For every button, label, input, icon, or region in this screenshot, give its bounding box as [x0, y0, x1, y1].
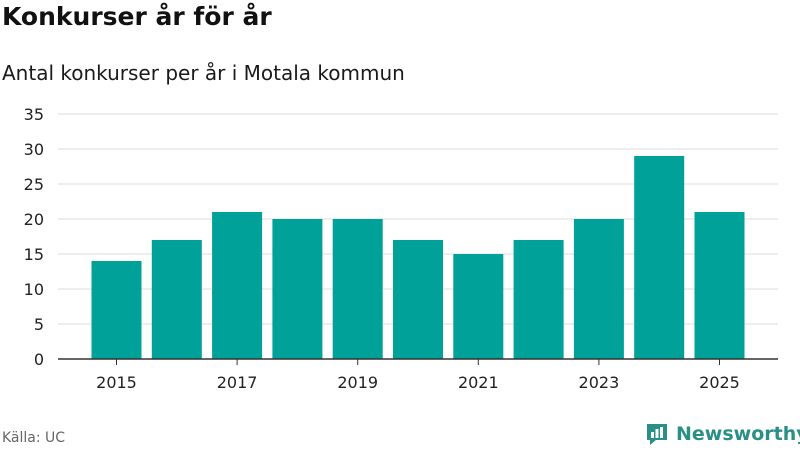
y-tick-label: 15: [24, 245, 44, 264]
x-tick-label: 2017: [217, 373, 258, 392]
chart-subtitle: Antal konkurser per år i Motala kommun: [2, 61, 405, 85]
source-note: Källa: UC: [2, 430, 66, 446]
chart-title: Konkurser år för år: [2, 2, 272, 31]
x-tick-label: 2019: [337, 373, 378, 392]
bar-2017: [212, 212, 263, 359]
x-tick-label: 2021: [458, 373, 499, 392]
bar-2024: [634, 156, 685, 359]
bar-2015: [91, 261, 142, 359]
bar-2022: [513, 240, 564, 359]
y-tick-label: 0: [34, 350, 44, 369]
y-tick-label: 30: [24, 140, 44, 159]
bar-2023: [573, 219, 624, 359]
bar-chart-logo-icon: [647, 424, 667, 445]
brand-name: Newsworthy: [676, 423, 800, 445]
x-tick-label: 2023: [579, 373, 620, 392]
brand-logo: Newsworthy: [644, 420, 800, 448]
y-tick-label: 10: [24, 280, 44, 299]
y-tick-label: 25: [24, 175, 44, 194]
x-tick-label: 2015: [96, 373, 137, 392]
bar-2016: [151, 240, 202, 359]
y-tick-label: 35: [24, 105, 44, 124]
y-tick-label: 5: [34, 315, 44, 334]
bar-2018: [272, 219, 323, 359]
bar-2021: [453, 254, 504, 359]
x-tick-label: 2025: [699, 373, 740, 392]
bars: [91, 156, 745, 359]
bar-2019: [332, 219, 383, 359]
bar-2025: [694, 212, 745, 359]
bar-2020: [393, 240, 443, 359]
y-tick-label: 20: [24, 210, 44, 229]
